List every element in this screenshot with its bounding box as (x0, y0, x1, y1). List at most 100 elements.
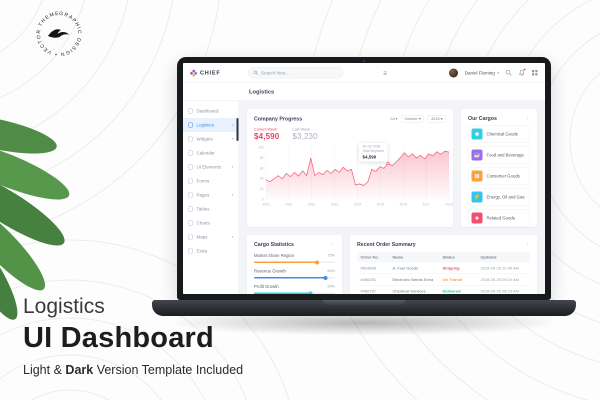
sidebar-item-dashboard[interactable]: Dashboard (183, 104, 239, 118)
svg-text:2016: 2016 (400, 203, 407, 207)
our-cargos-card: Our Cargos ⋮ ◉ Chemical Goods ☕ Food and Be… (461, 109, 537, 227)
svg-text:20: 20 (260, 187, 264, 191)
ui-elements-icon (188, 164, 193, 170)
table-row[interactable]: #456251 Electronic Needs Extra On Transit 2… (357, 273, 530, 286)
kebab-menu-icon[interactable]: ⋮ (524, 241, 531, 248)
column-header: Updated (477, 252, 530, 263)
sidebar: Dashboard Logistics ▾ Widgets ▾ Calendar UI El… (183, 101, 239, 294)
user-menu[interactable]: Daniel Fleming ▾ (465, 70, 499, 75)
calendar-icon (188, 150, 193, 156)
svg-text:2014: 2014 (354, 203, 361, 207)
sidebar-item-ui-elements[interactable]: UI Elements ▾ (183, 160, 239, 174)
cargo-item-food-and-beverage[interactable]: ☕ Food and Beverage (468, 146, 530, 164)
poster-caption: Logistics UI Dashboard Light & Dark Vers… (23, 295, 243, 377)
forms-icon (188, 178, 193, 184)
our-cargos-title: Our Cargos (468, 115, 497, 122)
orders-table: Order No. Name Status Updated #624890 A. Fue… (357, 252, 530, 294)
maps-icon (188, 234, 193, 240)
chevron-down-icon: ▾ (231, 165, 234, 170)
box-icon: ▦ (471, 170, 483, 182)
table-row[interactable]: #456787 Chemical Services Delivered 2018-05… (357, 285, 530, 294)
dashboard-app: CHIEF Search here... ≡ Daniel Fleming ▾ (183, 63, 545, 294)
slider-handle[interactable] (308, 291, 313, 294)
kebab-menu-icon[interactable]: ⋮ (524, 115, 531, 122)
sidebar-item-charts[interactable]: Charts (183, 216, 239, 230)
stat-revenue-growth: Revenue Growth 84% (254, 269, 335, 280)
sidebar-scrollbar[interactable] (236, 118, 239, 141)
cargo-item-consumer-goods[interactable]: ▦ Consumer Goods (468, 167, 530, 185)
charts-icon (188, 220, 193, 226)
svg-text:2010: 2010 (262, 203, 269, 207)
slider-handle[interactable] (323, 275, 328, 280)
page-title: Logistics (183, 83, 545, 101)
chevron-down-icon: ▾ (231, 137, 234, 142)
sidebar-item-widgets[interactable]: Widgets ▾ (183, 132, 239, 146)
apps-grid-icon[interactable] (532, 70, 539, 77)
sidebar-item-pages[interactable]: Pages ▾ (183, 188, 239, 202)
sidebar-item-extra[interactable]: Extra (183, 244, 239, 258)
user-name: Daniel Fleming (464, 70, 495, 76)
brand-name: CHIEF (200, 69, 221, 76)
cargo-statistics-card: Cargo Statistics ⋮ Market Share Region 75… (247, 235, 342, 294)
dashboard-icon (188, 108, 193, 114)
table-row[interactable]: #624890 A. Fuel Goods Shipping 2018-05-25 1… (357, 262, 530, 274)
cube-icon: ◈ (471, 212, 483, 224)
current-week-stat: Current Week $4,590 (254, 127, 280, 141)
caption-line1: Logistics (23, 295, 105, 318)
sidebar-item-calendar[interactable]: Calendar (183, 146, 239, 160)
recent-orders-title: Recent Order Summary (357, 241, 416, 248)
slider-handle[interactable] (315, 260, 320, 265)
laptop-screen: CHIEF Search here... ≡ Daniel Fleming ▾ (177, 57, 551, 300)
stat-profit-growth: Profit Growth 64% (254, 284, 335, 294)
bird-icon (48, 29, 69, 38)
svg-text:60: 60 (260, 166, 264, 170)
avatar[interactable] (449, 68, 459, 78)
stat-value: 75% (327, 253, 335, 258)
kebab-menu-icon[interactable]: ⋮ (329, 241, 336, 248)
cargo-item-chemical-goods[interactable]: ◉ Chemical Goods (468, 125, 530, 143)
svg-text:80: 80 (260, 156, 264, 160)
stat-value: 64% (327, 284, 335, 289)
svg-text:100: 100 (258, 146, 264, 150)
chevron-down-icon: ▾ (231, 123, 234, 128)
search-button[interactable] (505, 69, 513, 77)
webcam-dot (363, 59, 365, 62)
filter-october[interactable]: October ▾ (400, 115, 425, 123)
slider-track[interactable] (254, 291, 335, 294)
last-week-stat: Last Week $3,230 (292, 127, 318, 141)
brand-stamp-badge: GRAPHIC DESIGN • VECTOR THEMES • (35, 10, 81, 57)
search-input[interactable]: Search here... (248, 67, 343, 79)
brand-logo-icon (190, 69, 197, 77)
chevron-down-icon: ▾ (231, 193, 234, 198)
chevron-down-icon: ▾ (497, 71, 499, 75)
sidebar-item-logistics[interactable]: Logistics ▾ (183, 118, 239, 132)
hamburger-icon[interactable]: ≡ (383, 68, 388, 77)
sidebar-item-maps[interactable]: Maps ▾ (183, 230, 239, 244)
stat-market-share-region: Market Share Region 75% (254, 253, 335, 265)
sidebar-item-tables[interactable]: Tables (183, 202, 239, 216)
extra-icon (188, 248, 193, 254)
svg-text:2017: 2017 (423, 203, 430, 207)
chemical-icon: ◉ (471, 128, 483, 140)
main-content: Company Progress All ▾ October ▾ 2018 ▾ Cu… (239, 101, 545, 294)
brand[interactable]: CHIEF (183, 69, 239, 77)
bell-icon[interactable] (518, 68, 526, 77)
slider-track[interactable] (254, 260, 335, 265)
column-header: Name (389, 252, 439, 263)
cargo-item-related-goods[interactable]: ◈ Related Goods (468, 209, 530, 227)
company-progress-card: Company Progress All ▾ October ▾ 2018 ▾ Cu… (247, 109, 453, 227)
logistics-icon (188, 122, 193, 128)
pages-icon (188, 192, 193, 198)
search-icon (253, 70, 258, 75)
column-header: Order No. (357, 252, 389, 263)
slider-track[interactable] (254, 275, 335, 280)
cargo-item-energy-oil-and-gas[interactable]: ⚡ Energy, Oil and Gas (468, 188, 530, 206)
svg-text:2015: 2015 (377, 203, 384, 207)
filter-2018[interactable]: 2018 ▾ (427, 115, 446, 123)
sidebar-item-forms[interactable]: Forms (183, 174, 239, 188)
leaf-image (0, 114, 70, 320)
filter-all[interactable]: All ▾ (390, 116, 398, 122)
column-header: Status (439, 252, 477, 263)
svg-text:2018: 2018 (445, 203, 452, 207)
caption-line3: Light & Dark Version Template Included (23, 363, 244, 377)
